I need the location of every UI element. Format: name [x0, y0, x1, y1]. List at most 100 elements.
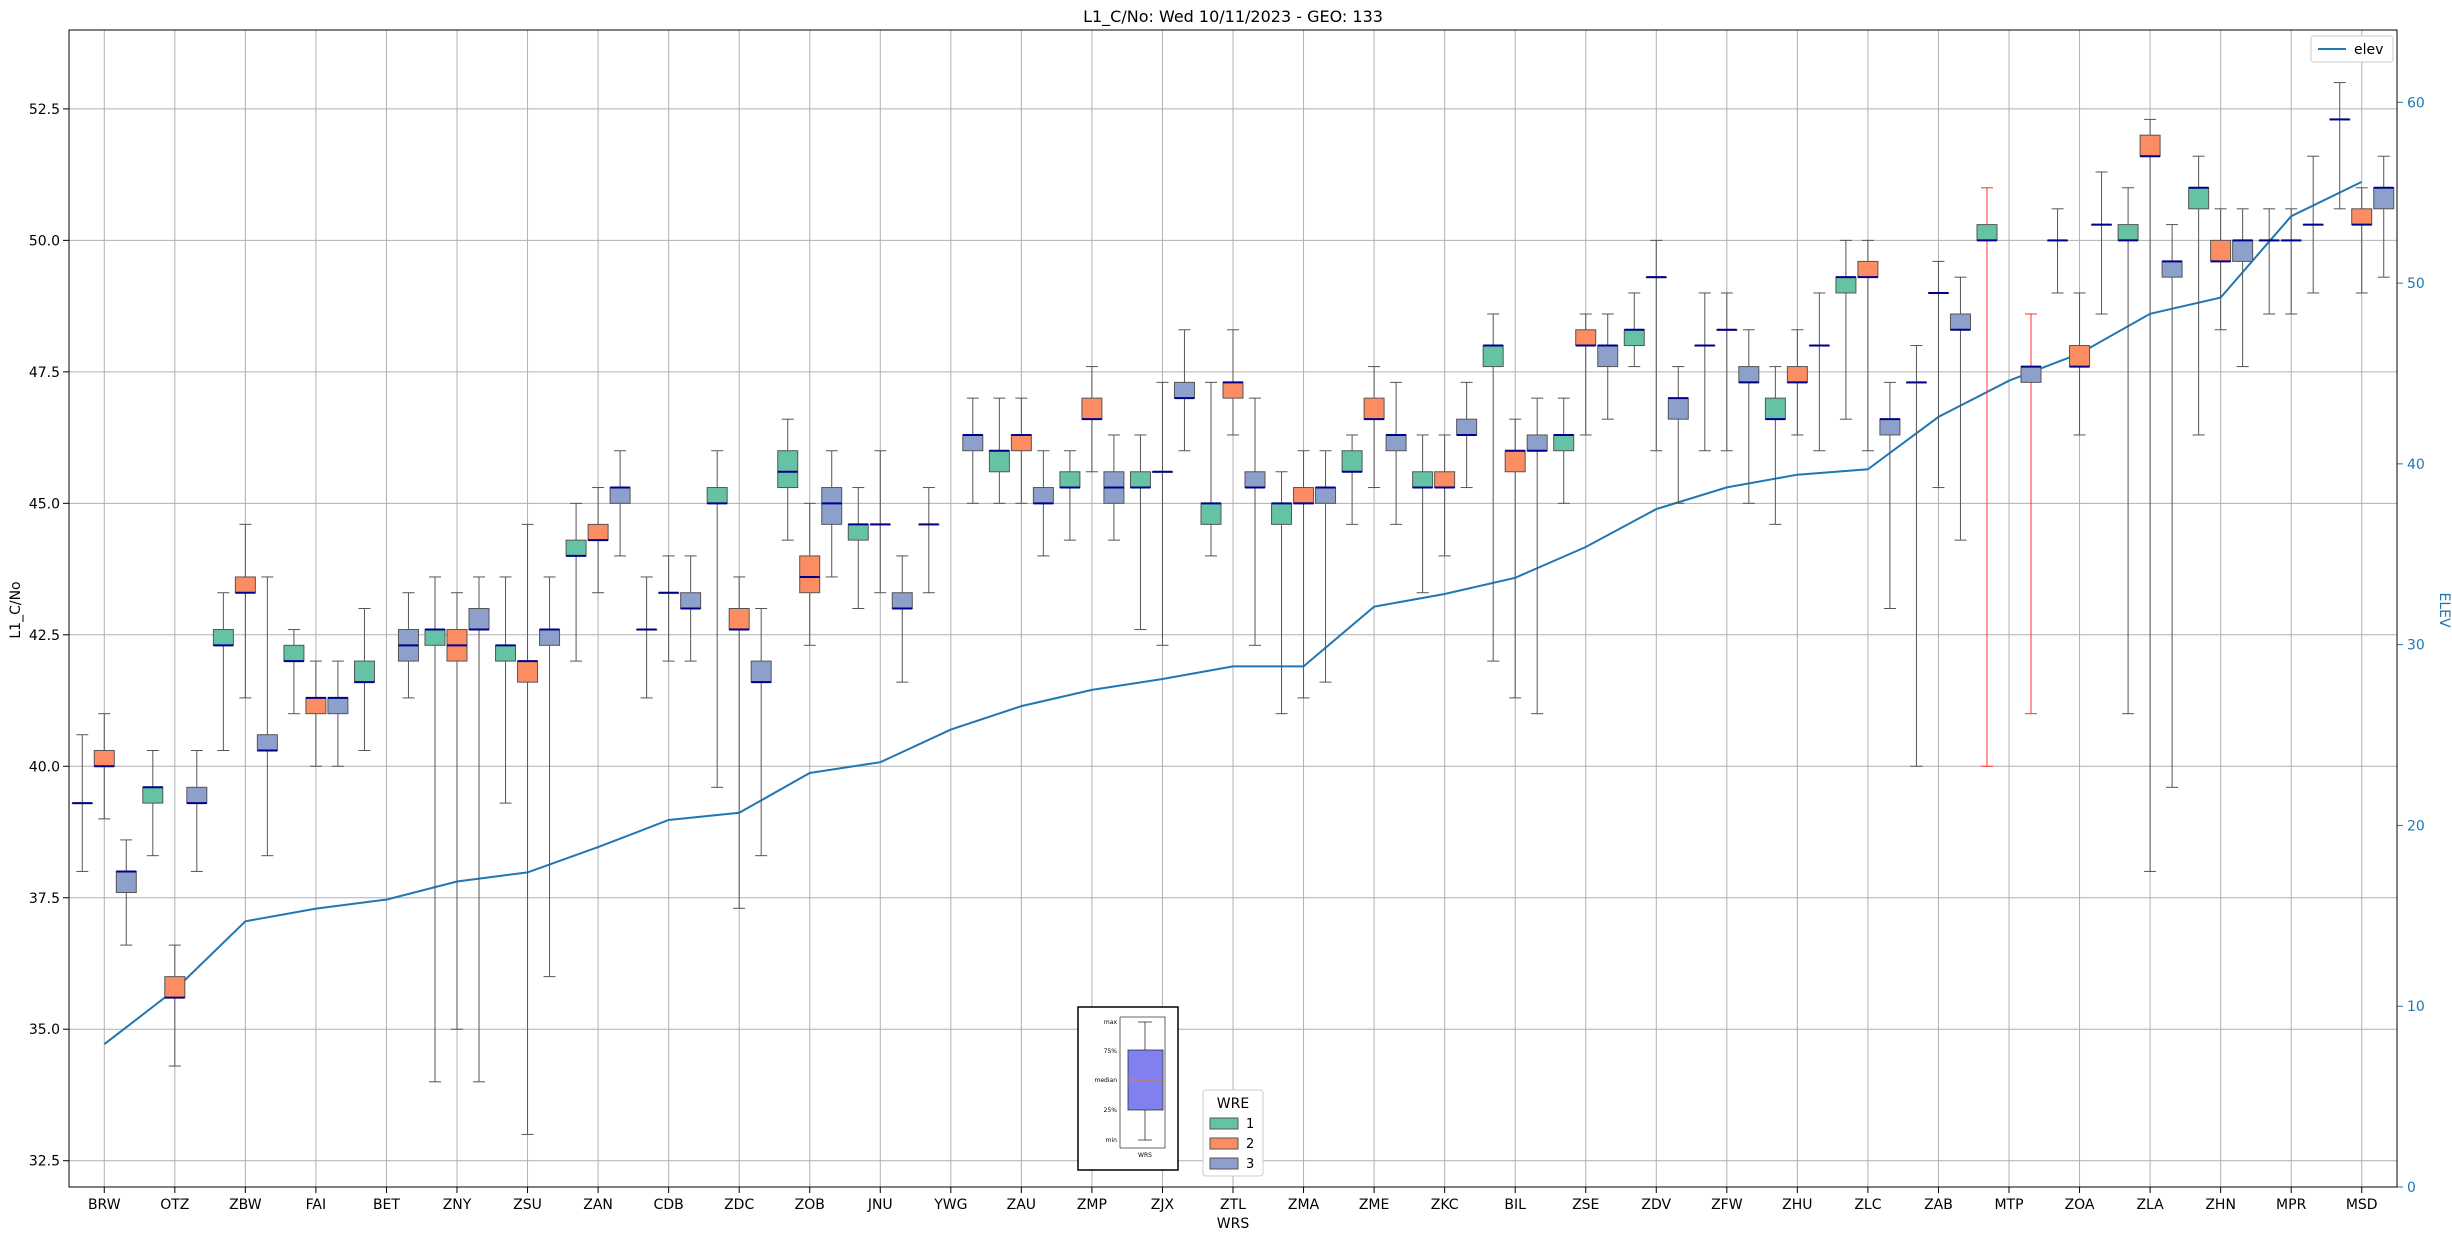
box-body: [1173, 381, 1195, 399]
box-zfw-wre3: [1738, 329, 1760, 504]
y2-tick-label: 50: [2407, 276, 2425, 292]
box-body: [468, 608, 490, 631]
y-tick-label: 42.5: [29, 628, 60, 644]
box-zbw-wre1: [212, 592, 234, 751]
x-tick-label: ZME: [1359, 1197, 1390, 1213]
box-body: [1879, 418, 1901, 436]
box-zab-wre2: [1927, 260, 1949, 489]
box-body: [2232, 239, 2254, 262]
box-zfw-wre1: [1694, 292, 1716, 452]
box-zau-wre3: [1032, 450, 1054, 557]
box-zlc-wre2: [1857, 239, 1879, 452]
box-body: [539, 629, 561, 646]
box-zny-wre1: [424, 576, 446, 1083]
box-body: [1857, 260, 1879, 278]
box-bet-wre1: [353, 608, 375, 751]
box-zse-wre3: [1597, 313, 1619, 420]
box-body: [777, 450, 799, 489]
box-msd-wre3: [2373, 155, 2395, 278]
box-layer: [71, 82, 2395, 1135]
box-zmp-wre3: [1103, 434, 1125, 541]
y2-tick-label: 30: [2407, 638, 2425, 654]
box-body: [750, 660, 772, 683]
box-zhn-wre2: [2210, 208, 2232, 331]
box-mpr-wre2: [2280, 208, 2302, 315]
box-body: [2210, 239, 2232, 262]
x-tick-label: ZHN: [2205, 1197, 2236, 1213]
wre-legend-swatch-1: [1209, 1117, 1239, 1130]
box-key-label-min: min: [1106, 1137, 1118, 1144]
box-body: [1835, 276, 1857, 294]
y-axis-label: L1_C/No: [8, 581, 24, 638]
x-tick-label: BIL: [1504, 1197, 1526, 1213]
box-zjx-wre2: [1151, 381, 1173, 646]
x-tick-label: ZAN: [583, 1197, 613, 1213]
box-body: [164, 976, 186, 999]
box-zdc-wre3: [750, 608, 772, 857]
box-msd-wre1: [2329, 82, 2351, 210]
box-body: [1081, 397, 1103, 420]
x-tick-label: BET: [373, 1197, 400, 1213]
x-tick-label: ZKC: [1431, 1197, 1459, 1213]
box-ztl-wre2: [1222, 329, 1244, 436]
box-key-label-q1: 25%: [1104, 1107, 1118, 1114]
x-tick-label: CDB: [654, 1197, 684, 1213]
box-body: [1456, 418, 1478, 436]
box-body: [706, 487, 728, 504]
box-body: [1526, 434, 1548, 452]
y2-tick-label: 20: [2407, 818, 2425, 834]
box-body: [1271, 502, 1293, 525]
box-zoa-wre1: [2047, 208, 2069, 294]
box-zab-wre3: [1949, 276, 1971, 541]
box-body: [1244, 471, 1266, 489]
box-zdv-wre3: [1667, 366, 1689, 504]
box-jnu-wre3: [891, 555, 913, 683]
box-body: [115, 870, 137, 893]
box-body: [1504, 450, 1526, 473]
box-zob-wre1: [777, 418, 799, 541]
elev-line-layer: [103, 181, 2363, 1045]
x-tick-label: OTZ: [160, 1197, 189, 1213]
x-tick-label: MTP: [1994, 1197, 2023, 1213]
box-body: [1010, 434, 1032, 452]
box-zse-wre1: [1553, 397, 1575, 504]
x-tick-label: ZLC: [1854, 1197, 1881, 1213]
box-cdb-wre2: [658, 555, 680, 662]
box-body: [142, 786, 164, 804]
box-key-plot-frame: [1119, 1016, 1166, 1149]
box-body: [305, 697, 327, 715]
box-mtp-wre3: [2020, 313, 2042, 715]
box-body: [1412, 471, 1434, 489]
box-zdv-wre1: [1623, 292, 1645, 368]
box-body: [680, 592, 702, 609]
wre-legend-swatch-2: [1209, 1137, 1239, 1150]
box-zhu-wre3: [1808, 292, 1830, 452]
box-body: [517, 660, 539, 683]
box-body: [1129, 471, 1151, 489]
box-zjx-wre1: [1129, 434, 1151, 631]
box-msd-wre2: [2351, 187, 2373, 294]
y-tick-label: 47.5: [29, 365, 60, 381]
y2-tick-label: 10: [2407, 999, 2425, 1015]
box-brw-wre1: [71, 734, 93, 872]
elev-legend: elev: [2310, 35, 2394, 63]
plot-frame: [68, 29, 2398, 1188]
x-tick-label: ZTL: [1220, 1197, 1246, 1213]
box-zhu-wre2: [1786, 329, 1808, 436]
y2-tick-label: 40: [2407, 457, 2425, 473]
x-axis-label: WRS: [1217, 1216, 1250, 1232]
box-body: [424, 629, 446, 646]
box-zme-wre2: [1363, 366, 1385, 489]
box-body: [283, 644, 305, 662]
wre-legend-label-3: 3: [1246, 1157, 1254, 1172]
x-tick-label: ZAU: [1007, 1197, 1036, 1213]
box-key-label-max: max: [1104, 1019, 1118, 1026]
wre-legend-label-2: 2: [1246, 1137, 1254, 1152]
box-zoa-wre3: [2091, 171, 2113, 315]
box-fai-wre2: [305, 660, 327, 767]
box-fai-wre1: [283, 629, 305, 715]
box-otz-wre3: [186, 749, 208, 872]
box-zhn-wre1: [2188, 155, 2210, 436]
box-body: [1976, 224, 1998, 241]
